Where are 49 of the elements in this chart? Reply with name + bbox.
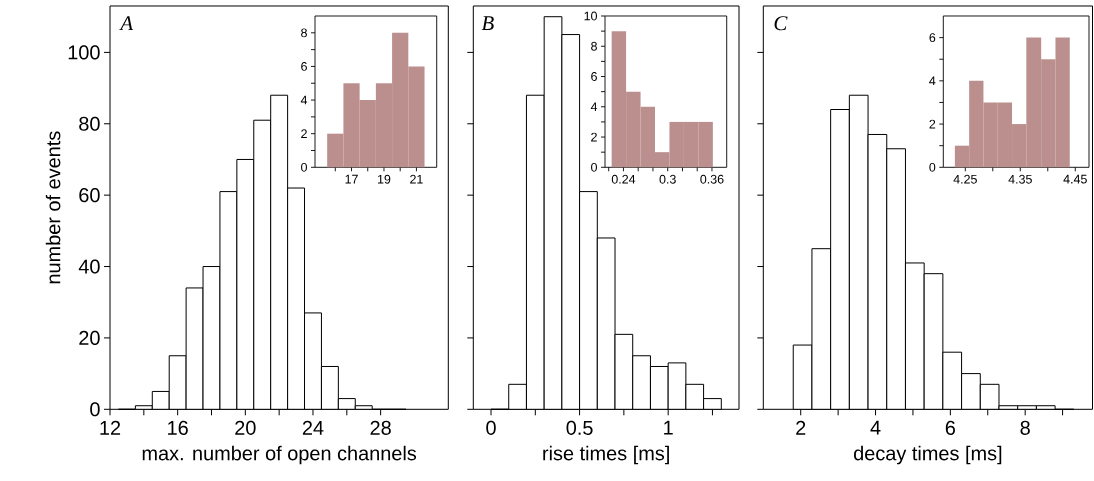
x-tick-label: 12 xyxy=(100,420,121,435)
y-tick-label: 2 xyxy=(301,129,307,139)
x-tick-label: 4.25 xyxy=(953,174,977,184)
x-axis-title: decay times [ms] xyxy=(854,445,1002,465)
y-tick-label: 8 xyxy=(301,28,307,38)
x-tick-label: 6 xyxy=(945,420,956,435)
y-tick-label: 6 xyxy=(301,62,307,71)
x-tick-label: 2 xyxy=(796,420,806,435)
x-tick-label: 16 xyxy=(168,420,188,435)
annotation: A xyxy=(119,16,134,31)
y-tick-label: 40 xyxy=(78,259,100,274)
x-tick-label: 21 xyxy=(410,174,423,184)
annotation: B xyxy=(481,16,494,31)
y-tick-label: 20 xyxy=(79,330,100,345)
x-tick-label: 24 xyxy=(302,420,324,435)
x-tick-label: 1 xyxy=(664,420,673,435)
y-tick-label: 0 xyxy=(301,162,307,172)
y-tick-label: 0 xyxy=(90,402,100,417)
x-tick-label: 19 xyxy=(377,174,391,184)
y-tick-label: 0 xyxy=(929,162,936,172)
x-tick-label: 0 xyxy=(486,420,496,435)
y-tick-label: 2 xyxy=(591,132,597,142)
y-axis-title: number of events xyxy=(45,131,61,284)
y-tick-label: 6 xyxy=(929,33,936,43)
x-tick-label: 17 xyxy=(345,174,358,184)
y-tick-label: 100 xyxy=(68,45,100,60)
y-tick-label: 10 xyxy=(584,11,597,21)
x-tick-label: 4.45 xyxy=(1063,174,1087,184)
y-tick-label: 8 xyxy=(591,41,597,51)
x-tick-label: 0.5 xyxy=(566,420,593,435)
x-tick-label: 0.36 xyxy=(700,174,724,184)
y-tick-label: 6 xyxy=(591,72,597,81)
x-tick-label: 0.3 xyxy=(659,174,676,184)
x-axis-title: rise times [ms] xyxy=(543,445,669,465)
x-tick-label: 4.35 xyxy=(1008,174,1032,184)
y-tick-label: 4 xyxy=(590,102,598,112)
x-tick-label: 8 xyxy=(1020,420,1030,435)
x-axis-title: max. number of open channels xyxy=(142,445,417,465)
x-tick-label: 4 xyxy=(870,420,881,435)
x-tick-label: 28 xyxy=(370,420,391,435)
y-tick-label: 60 xyxy=(79,188,100,203)
y-tick-label: 4 xyxy=(929,76,936,86)
x-tick-label: 20 xyxy=(235,420,256,435)
y-tick-label: 4 xyxy=(300,95,308,105)
y-tick-label: 2 xyxy=(929,119,936,129)
x-tick-label: 0.24 xyxy=(611,174,636,184)
y-tick-label: 0 xyxy=(591,162,597,172)
y-tick-label: 80 xyxy=(79,116,100,131)
annotation: C xyxy=(774,16,788,31)
